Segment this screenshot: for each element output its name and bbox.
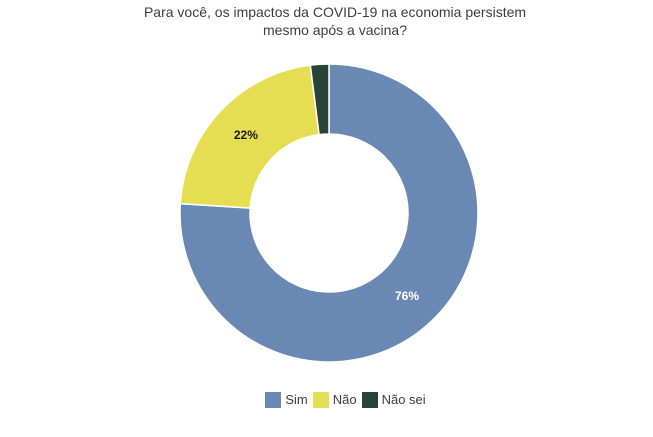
donut-slice-sim (179, 63, 479, 363)
slice-percent-label-n-o: 22% (234, 128, 258, 142)
legend-label-nao: Não (332, 392, 357, 407)
legend-swatch-sim (265, 392, 282, 408)
legend-label-sim: Sim (285, 392, 308, 407)
legend-item-nao: Não (312, 392, 357, 408)
legend-item-nao-sei: Não sei (361, 392, 426, 408)
slice-percent-label-sim: 76% (395, 289, 419, 303)
donut-slice-n-o-sei (309, 63, 330, 136)
chart-legend: Sim Não Não sei (19, 392, 653, 408)
legend-swatch-nao (312, 392, 329, 408)
donut-slice-n-o (179, 64, 320, 209)
legend-swatch-nao-sei (361, 392, 378, 408)
legend-label-nao-sei: Não sei (381, 392, 426, 407)
chart-title: Para você, os impactos da COVID-19 na ec… (143, 4, 527, 38)
legend-item-sim: Sim (265, 392, 308, 408)
